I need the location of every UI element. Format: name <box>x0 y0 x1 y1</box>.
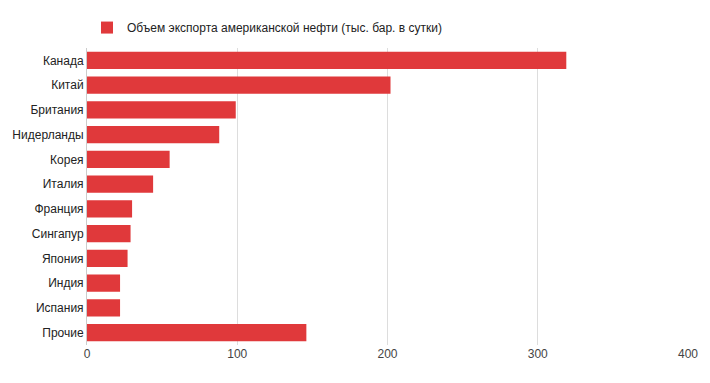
svg-text:Япония: Япония <box>42 252 84 266</box>
svg-text:100: 100 <box>227 347 247 361</box>
svg-text:Объем экспорта американской не: Объем экспорта американской нефти (тыс. … <box>127 21 442 35</box>
svg-text:Китай: Китай <box>51 78 83 92</box>
svg-text:200: 200 <box>377 347 397 361</box>
svg-text:Испания: Испания <box>36 301 84 315</box>
svg-text:Италия: Италия <box>43 177 84 191</box>
svg-text:Франция: Франция <box>34 202 83 216</box>
svg-text:Британия: Британия <box>30 103 83 117</box>
svg-text:Сингапур: Сингапур <box>32 227 84 241</box>
svg-text:Корея: Корея <box>50 153 84 167</box>
svg-text:Индия: Индия <box>48 276 83 290</box>
svg-text:400: 400 <box>678 347 698 361</box>
svg-text:Канада: Канада <box>43 54 84 68</box>
svg-text:Нидерланды: Нидерланды <box>12 128 83 142</box>
svg-text:300: 300 <box>528 347 548 361</box>
svg-text:0: 0 <box>84 347 91 361</box>
svg-text:Прочие: Прочие <box>42 326 84 340</box>
